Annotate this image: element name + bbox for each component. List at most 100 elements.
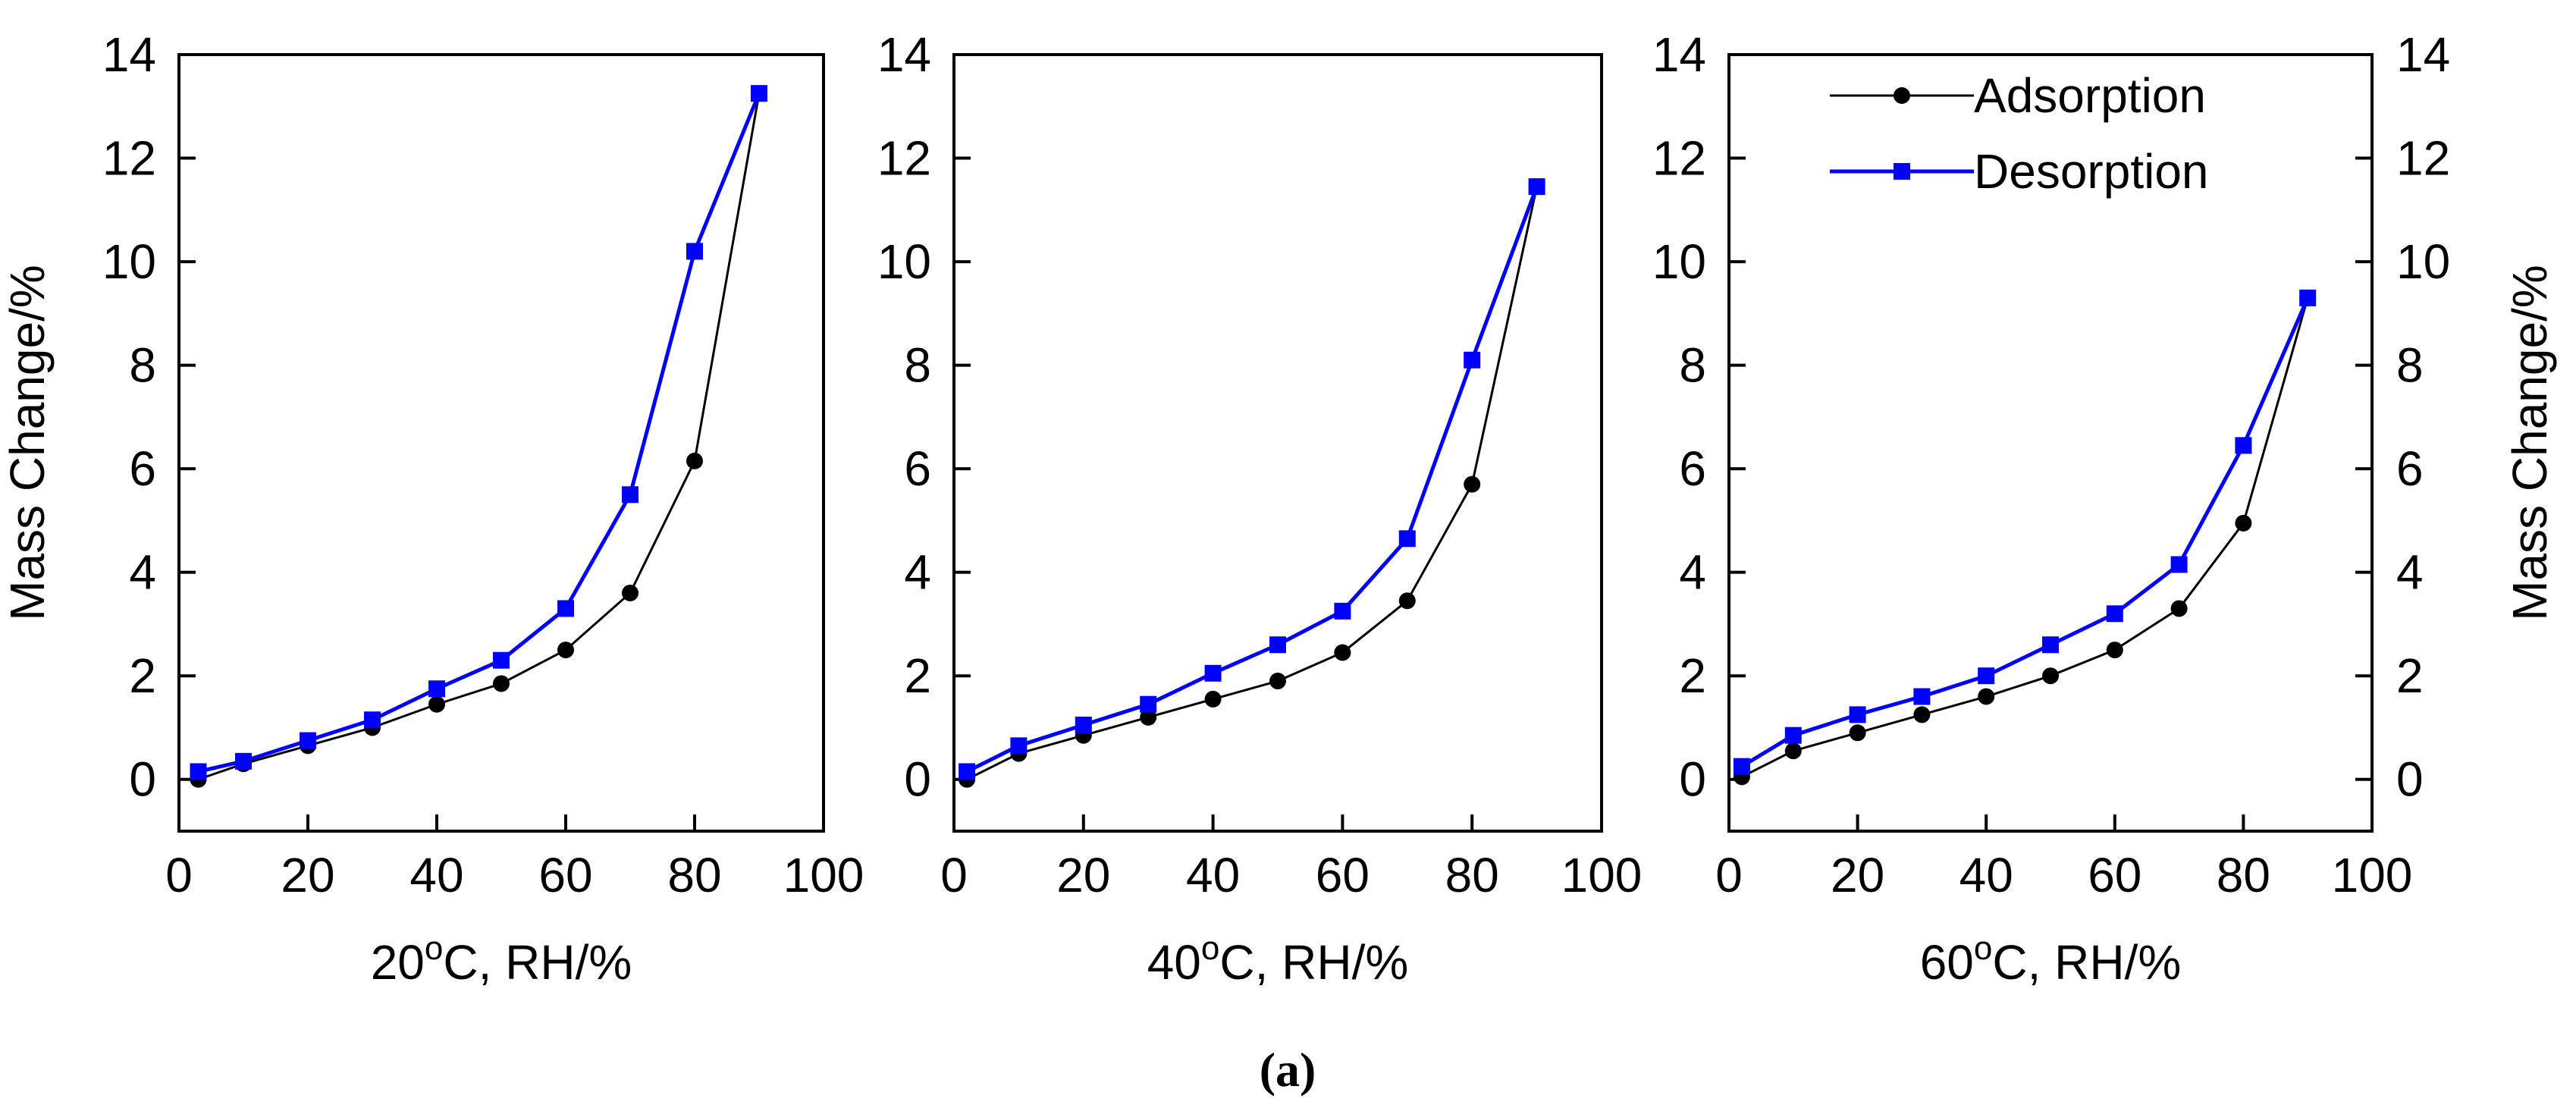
x-tick-label: 60 [2088, 848, 2141, 902]
desorption-point [751, 85, 767, 102]
y-tick-label: 10 [102, 234, 156, 289]
x-tick-label: 20 [281, 848, 334, 902]
y-tick-label: 6 [129, 441, 156, 496]
desorption-point [1398, 530, 1416, 548]
legend: Adsorption Desorption [1830, 68, 2209, 199]
adsorption-point [1849, 724, 1866, 742]
adsorption-point [2235, 514, 2252, 532]
x-tick-label: 20 [1056, 848, 1110, 902]
y-tick-label: 10 [877, 234, 931, 289]
y-tick-label: 4 [1679, 545, 1706, 600]
x-axis-label: 40oC, RH/% [1147, 930, 1409, 990]
adsorption-point [428, 695, 445, 713]
right-y-tick-label: 8 [2396, 338, 2424, 393]
desorption-series-line [1740, 297, 2310, 768]
x-tick-label: 80 [667, 848, 721, 902]
desorption-point [1733, 758, 1750, 775]
y-tick-label: 8 [129, 338, 156, 393]
legend-label: Desorption [1974, 144, 2209, 199]
desorption-point [1849, 706, 1866, 723]
desorption-point [2170, 556, 2188, 573]
x-tick-label: 0 [940, 848, 968, 902]
adsorption-point [1269, 673, 1286, 690]
adsorption-series-line [198, 93, 761, 781]
right-y-tick-label: 6 [2396, 441, 2424, 496]
figure-caption: (a) [1260, 1043, 1316, 1097]
x-tick-label: 20 [1831, 848, 1884, 902]
y-tick-label: 2 [904, 648, 931, 703]
y-tick-label: 12 [102, 131, 156, 186]
adsorption-point [1978, 688, 1995, 705]
desorption-point [959, 763, 976, 780]
right-y-tick-label: 10 [2396, 234, 2450, 289]
right-y-tick-label: 2 [2396, 648, 2424, 703]
x-tick-label: 80 [2217, 848, 2270, 902]
adsorption-point [686, 452, 703, 469]
plot-frame [177, 53, 825, 833]
adsorption-point [622, 584, 639, 601]
y-tick-label: 10 [1652, 234, 1706, 289]
adsorption-point [1398, 592, 1416, 610]
desorption-point [2299, 289, 2317, 306]
x-axis-label: 60oC, RH/% [1920, 930, 2182, 990]
y-tick-label: 8 [904, 338, 931, 393]
plot-frame [1727, 53, 2374, 833]
y-tick-label: 0 [904, 752, 931, 807]
desorption-point [1784, 726, 1802, 744]
adsorption-series-line [966, 186, 1539, 781]
desorption-point [1334, 602, 1351, 620]
desorption-point [557, 600, 574, 617]
x-tick-label: 60 [538, 848, 592, 902]
y-tick-label: 6 [904, 441, 931, 496]
adsorption-point [2042, 667, 2059, 685]
legend-square-marker [1894, 163, 1910, 180]
right-y-tick-label: 4 [2396, 545, 2424, 600]
x-tick-label: 0 [1715, 848, 1743, 902]
x-tick-label: 40 [1186, 848, 1240, 902]
adsorption-point [493, 675, 510, 692]
x-tick-label: 40 [409, 848, 463, 902]
desorption-point [235, 752, 252, 770]
chart-panel-2: 0 20 40 60 80 100 0 2 4 6 8 10 12 14 40oC, RH/% [877, 27, 1643, 990]
x-tick-label: 60 [1316, 848, 1370, 902]
desorption-point [1010, 737, 1028, 755]
y-tick-label: 14 [102, 27, 156, 82]
desorption-point [622, 486, 639, 504]
y-tick-label: 12 [877, 131, 931, 186]
desorption-point [1269, 636, 1286, 654]
adsorption-point [557, 642, 574, 659]
right-y-tick-label: 0 [2396, 752, 2424, 807]
adsorption-point [2106, 642, 2123, 659]
right-y-tick-label: 14 [2396, 27, 2450, 82]
adsorption-series-line [1741, 297, 2309, 778]
desorption-series-line [965, 186, 1539, 774]
desorption-series-line [197, 93, 761, 774]
x-tick-label: 100 [1561, 848, 1643, 902]
desorption-point [364, 711, 381, 729]
desorption-point [2106, 605, 2123, 623]
desorption-point [2042, 636, 2059, 654]
desorption-point [493, 651, 510, 669]
desorption-point [190, 763, 207, 780]
chart-panel-1: 0 20 40 60 80 100 0 2 4 6 8 10 12 14 20oC, RH/% Mass Ch… [0, 27, 864, 990]
y-tick-label: 4 [904, 545, 931, 600]
y-tick-label: 0 [129, 752, 156, 807]
adsorption-point [1464, 475, 1481, 493]
y-axis-label: Mass Change/% [0, 265, 55, 621]
x-axis-label: 20oC, RH/% [371, 930, 632, 990]
x-tick-label: 100 [783, 848, 864, 902]
desorption-point [1204, 664, 1222, 682]
adsorption-point [1204, 690, 1222, 708]
plot-frame [952, 53, 1603, 833]
desorption-point [1528, 178, 1545, 196]
x-tick-label: 0 [165, 848, 193, 902]
adsorption-point [1140, 708, 1157, 726]
adsorption-point [1334, 644, 1351, 661]
y-tick-label: 14 [877, 27, 931, 82]
y-tick-label: 2 [129, 648, 156, 703]
y-tick-label: 4 [129, 545, 156, 600]
desorption-point [2235, 437, 2252, 454]
y-tick-label: 2 [1679, 648, 1706, 703]
desorption-point [686, 243, 703, 260]
